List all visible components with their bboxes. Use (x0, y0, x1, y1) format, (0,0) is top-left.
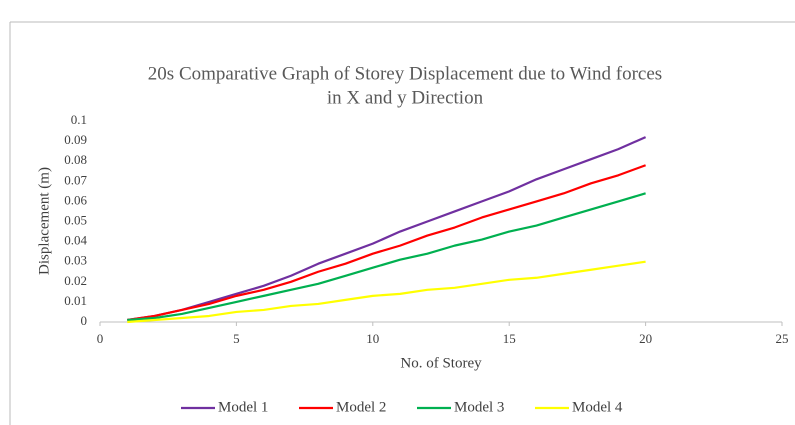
y-tick-label: 0.05 (64, 212, 87, 227)
y-tick-label: 0.06 (64, 192, 87, 207)
series-line (127, 260, 646, 324)
x-tick-label: 5 (233, 331, 240, 346)
series-line (127, 164, 646, 322)
chart-title: in X and y Direction (327, 87, 484, 108)
y-tick-label: 0.1 (71, 112, 87, 127)
y-tick-label: 0.07 (64, 172, 87, 187)
x-tick-label: 10 (366, 331, 379, 346)
x-tick-label: 25 (776, 331, 789, 346)
y-tick-label: 0.09 (64, 132, 87, 147)
x-tick-label: 20 (639, 331, 652, 346)
y-tick-label: 0.03 (64, 253, 87, 268)
y-tick-label: 0.04 (64, 233, 87, 248)
series-line (127, 136, 647, 322)
legend-label: Model 2 (336, 399, 386, 415)
x-tick-label: 15 (503, 331, 516, 346)
x-tick-label: 0 (97, 331, 104, 346)
series-line (127, 192, 646, 322)
y-tick-label: 0 (81, 313, 88, 328)
y-tick-label: 0.08 (64, 152, 87, 167)
y-axis-label: Displacement (m) (36, 167, 52, 275)
legend-label: Model 3 (454, 399, 504, 415)
chart-title: 20s Comparative Graph of Storey Displace… (148, 63, 662, 84)
y-tick-label: 0.01 (64, 293, 87, 308)
x-axis-label: No. of Storey (400, 355, 482, 371)
y-tick-label: 0.02 (64, 273, 87, 288)
legend-label: Model 1 (218, 399, 268, 415)
legend-label: Model 4 (572, 399, 623, 415)
